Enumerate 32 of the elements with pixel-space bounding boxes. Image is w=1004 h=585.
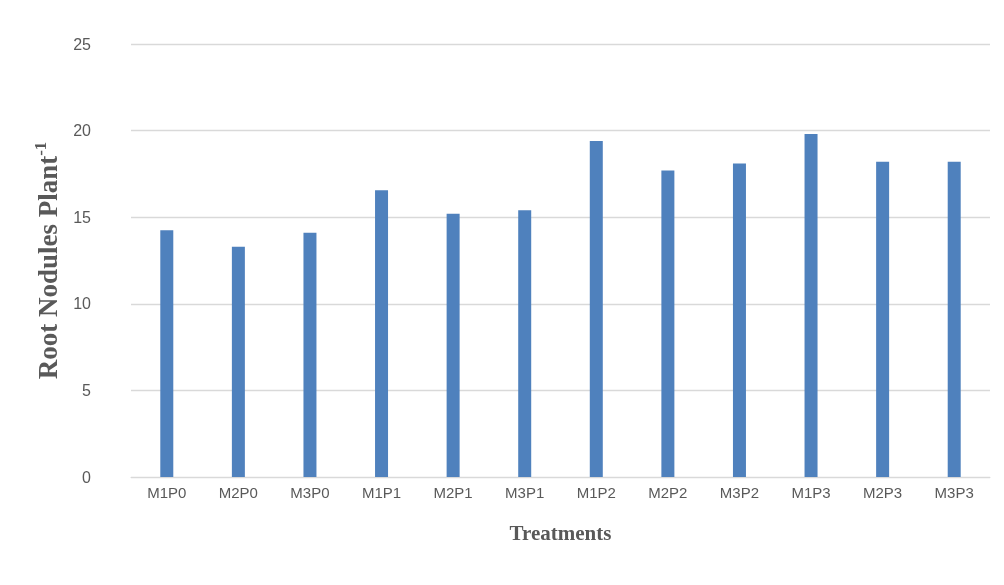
x-tick-label: M2P0 <box>218 484 258 501</box>
bar <box>518 210 532 477</box>
x-tick-label: M1P0 <box>147 484 187 501</box>
y-tick-label: 0 <box>82 468 92 486</box>
y-tick-label: 5 <box>82 381 92 399</box>
x-tick-label: M1P3 <box>791 484 831 501</box>
x-tick-label: M2P3 <box>863 484 903 501</box>
x-tick-label: M1P2 <box>576 484 616 501</box>
bar <box>732 163 746 477</box>
bar <box>947 161 961 477</box>
x-tick-label: M2P1 <box>433 484 473 501</box>
x-tick-label: M3P2 <box>719 484 760 501</box>
x-tick-label: M3P1 <box>505 484 545 501</box>
y-tick-label: 15 <box>73 208 92 226</box>
bar <box>804 134 818 477</box>
bar <box>231 246 245 477</box>
x-tick-label: M3P3 <box>934 484 974 501</box>
x-tick-label: M1P1 <box>361 484 402 501</box>
bar <box>876 161 890 477</box>
bar <box>661 170 675 477</box>
bar <box>160 230 174 477</box>
bar <box>375 190 389 477</box>
x-tick-label: M3P0 <box>290 484 330 501</box>
y-tick-label: 10 <box>73 295 92 313</box>
bar <box>446 213 460 477</box>
y-axis-title: Root Nodules Plant-1 <box>31 141 63 380</box>
y-tick-label: 25 <box>73 35 92 53</box>
y-tick-label: 20 <box>73 122 92 140</box>
x-tick-label: M2P2 <box>648 484 688 501</box>
bar <box>303 232 317 477</box>
x-axis-title: Treatments <box>509 520 612 545</box>
bar <box>589 140 603 477</box>
